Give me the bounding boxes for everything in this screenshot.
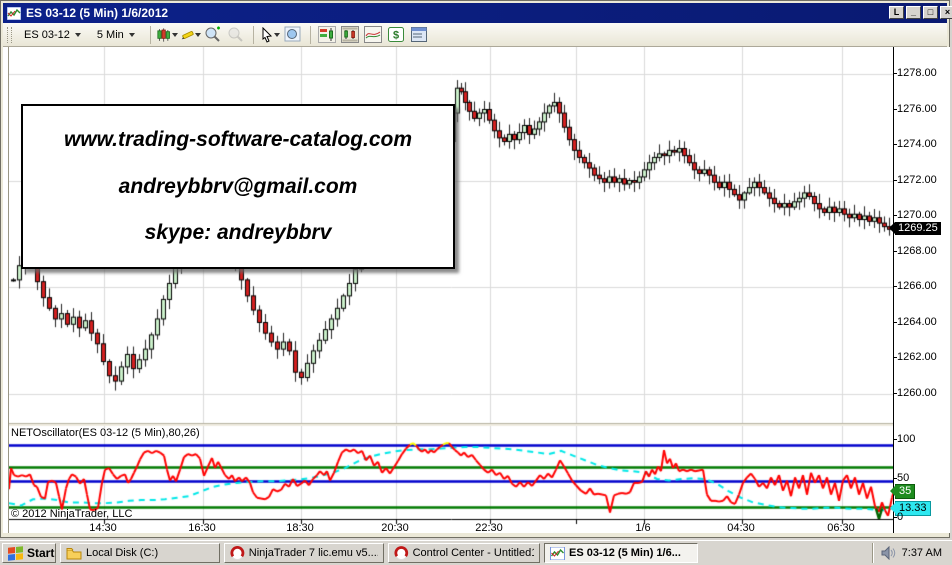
chevron-down-icon: [194, 32, 201, 37]
price-axis-label: 1276.00: [893, 103, 937, 115]
indicators-icon: [364, 26, 383, 43]
taskbar-item-ninjatrader[interactable]: NinjaTrader 7 lic.emu v5....: [224, 543, 384, 563]
chart-style-icon: [157, 27, 170, 42]
oscillator-label: NETOscillator(ES 03-12 (5 Min),80,26): [11, 427, 200, 439]
folder-icon: [66, 547, 82, 559]
chevron-down-icon: [171, 32, 178, 37]
time-axis-label: 14:30: [89, 522, 117, 534]
oscillator-avg-badge: 13.33: [890, 500, 931, 516]
zoom-in-button[interactable]: [203, 25, 224, 44]
maximize-button[interactable]: □: [923, 6, 938, 19]
properties-button[interactable]: [409, 25, 430, 44]
watermark-email: andreybbrv@gmail.com: [118, 174, 358, 198]
data-box-button[interactable]: [283, 25, 304, 44]
time-axis-label: 18:30: [286, 522, 314, 534]
oscillator-axis-label: 50: [893, 472, 909, 484]
chart-window: ES 03-12 (5 Min) 1/6/2012 L _ □ × ES 03-…: [0, 0, 952, 538]
cursor-button[interactable]: [260, 25, 281, 44]
ninjatrader-icon: [394, 545, 409, 560]
window-title: ES 03-12 (5 Min) 1/6/2012: [26, 6, 169, 20]
title-bar[interactable]: ES 03-12 (5 Min) 1/6/2012 L _ □ ×: [3, 3, 952, 23]
zoom-in-icon: [205, 26, 221, 42]
chevron-down-icon: [274, 32, 281, 37]
chevron-down-icon: [74, 32, 81, 37]
time-axis-label: 06:30: [827, 522, 855, 534]
watermark-skype: skype: andreybbrv: [144, 220, 332, 244]
instruments-icon: $: [388, 27, 405, 42]
toolbar-grip[interactable]: [7, 26, 12, 43]
chart-trader-icon: [318, 26, 337, 43]
cursor-icon: [262, 26, 273, 43]
interval-selector[interactable]: 5 Min: [91, 27, 141, 43]
chevron-down-icon: [128, 32, 135, 37]
time-axis-label: 22:30: [475, 522, 503, 534]
volume-icon[interactable]: [881, 546, 896, 560]
minimize-button[interactable]: _: [906, 6, 921, 19]
windows-logo-icon: [8, 545, 23, 561]
zoom-out-icon: [228, 27, 243, 42]
close-button[interactable]: ×: [940, 6, 952, 19]
window-link-button[interactable]: L: [889, 6, 904, 19]
toolbar-separator: [252, 25, 254, 44]
oscillator-value-badge: 35: [889, 483, 916, 499]
properties-icon: [411, 27, 428, 42]
toolbar-separator: [309, 25, 311, 44]
copyright-label: © 2012 NinjaTrader, LLC: [11, 508, 133, 520]
price-axis-label: 1266.00: [893, 280, 937, 292]
price-axis[interactable]: 1269.25 35 13.33 1278.00 1276.00 1274.00 12…: [889, 47, 950, 533]
time-axis-label: 16:30: [188, 522, 216, 534]
chart-window-icon: [7, 6, 21, 20]
bar-type-icon: [341, 26, 360, 43]
price-axis-label: 1274.00: [893, 138, 937, 150]
ninjatrader-icon: [230, 545, 245, 560]
oscillator-axis-label: 0: [893, 511, 903, 523]
time-axis-label: 04:30: [727, 522, 755, 534]
time-axis-label: 1/6: [635, 522, 651, 534]
last-price-badge: 1269.25: [889, 222, 941, 236]
price-axis-label: 1268.00: [893, 245, 937, 257]
toolbar-separator: [149, 25, 151, 44]
price-axis-label: 1272.00: [893, 174, 937, 186]
chart-icon: [550, 546, 565, 560]
chart-style-button[interactable]: [157, 25, 178, 44]
draw-tool-icon: [181, 30, 194, 39]
tray-clock: 7:37 AM: [901, 547, 942, 559]
draw-tool-button[interactable]: [180, 25, 201, 44]
watermark-box: www.trading-software-catalog.com andreyb…: [21, 104, 455, 269]
chart-toolbar: ES 03-12 5 Min: [3, 23, 947, 47]
oscillator-axis-label: 100: [893, 433, 915, 445]
taskbar-item-chart-active[interactable]: ES 03-12 (5 Min) 1/6...: [544, 543, 698, 563]
system-tray: 7:37 AM: [871, 543, 952, 563]
taskbar: Start Local Disk (C:) NinjaTrader 7 lic.…: [0, 540, 952, 565]
instruments-button[interactable]: $: [386, 25, 407, 44]
time-axis-label: 20:30: [381, 522, 409, 534]
price-axis-label: 1264.00: [893, 316, 937, 328]
price-axis-label: 1270.00: [893, 209, 937, 221]
chart-content: www.trading-software-catalog.com andreyb…: [3, 47, 950, 534]
price-axis-label: 1262.00: [893, 351, 937, 363]
data-box-icon: [284, 26, 301, 42]
price-axis-label: 1278.00: [893, 67, 937, 79]
instrument-selector[interactable]: ES 03-12: [18, 27, 87, 43]
taskbar-item-control-center[interactable]: Control Center - Untitled1: [388, 543, 540, 563]
bar-type-button[interactable]: [340, 25, 361, 44]
price-axis-label: 1260.00: [893, 387, 937, 399]
svg-text:$: $: [393, 30, 399, 42]
start-button[interactable]: Start: [2, 543, 56, 563]
watermark-url: www.trading-software-catalog.com: [63, 128, 413, 152]
taskbar-item-local-disk[interactable]: Local Disk (C:): [60, 543, 220, 563]
indicators-button[interactable]: [363, 25, 384, 44]
zoom-out-button[interactable]: [226, 25, 247, 44]
chart-trader-button[interactable]: [317, 25, 338, 44]
